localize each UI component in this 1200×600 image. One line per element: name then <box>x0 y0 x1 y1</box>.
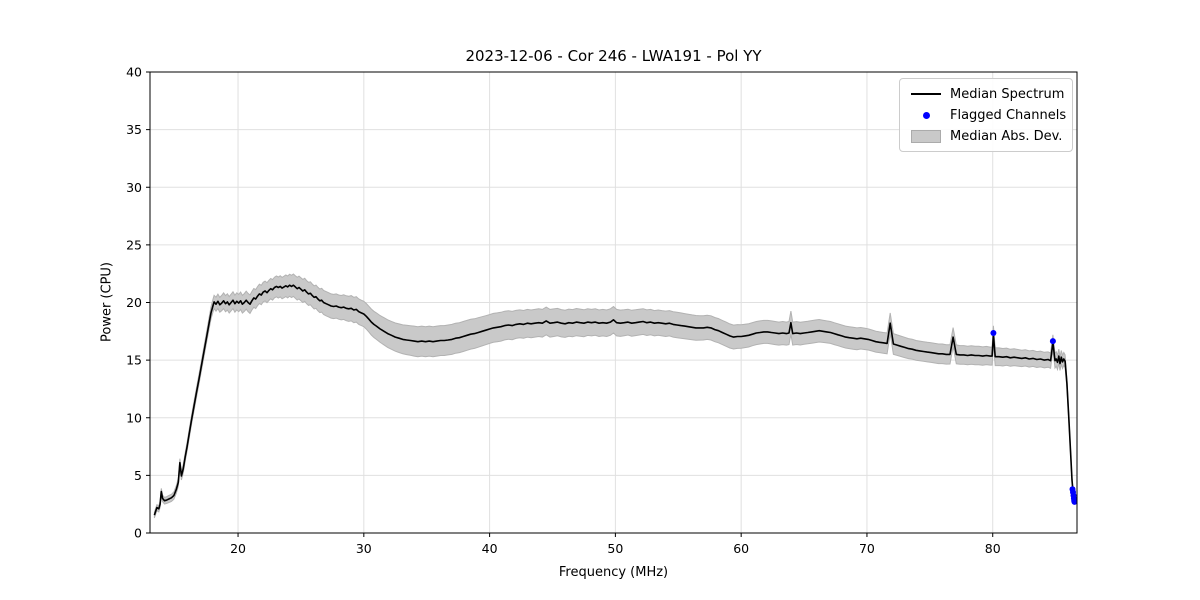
x-tick-label: 50 <box>607 541 623 556</box>
y-tick-label: 20 <box>126 295 142 310</box>
y-tick-label: 25 <box>126 237 142 252</box>
median-spectrum-line <box>153 284 1076 516</box>
legend-label: Flagged Channels <box>950 107 1067 123</box>
mad-band <box>153 273 1075 519</box>
axes-spines <box>149 71 1078 534</box>
y-tick-label: 35 <box>126 122 142 137</box>
flagged-dot-swatch-icon <box>910 111 942 119</box>
y-tick-label: 30 <box>126 180 142 195</box>
x-tick-label: 70 <box>859 541 875 556</box>
x-tick-label: 20 <box>230 541 246 556</box>
chart-title: 2023-12-06 - Cor 246 - LWA191 - Pol YY <box>465 47 762 65</box>
legend-item-median-spectrum: Median Spectrum <box>910 85 1065 103</box>
y-tick-label: 40 <box>126 65 142 80</box>
x-tick-label: 30 <box>356 541 372 556</box>
y-tick-label: 5 <box>134 468 142 483</box>
mad-patch-swatch-icon <box>910 129 942 143</box>
legend-item-flagged-channels: Flagged Channels <box>910 106 1067 124</box>
y-tick-label: 10 <box>126 410 142 425</box>
y-tick-label: 15 <box>126 353 142 368</box>
x-tick-label: 40 <box>482 541 498 556</box>
x-tick-label: 80 <box>985 541 1001 556</box>
legend: Median Spectrum Flagged Channels Median … <box>899 78 1073 152</box>
flagged-channel-dot <box>990 330 997 336</box>
y-axis-label: Power (CPU) <box>99 261 115 343</box>
median-line-swatch-icon <box>910 93 942 95</box>
x-axis-label: Frequency (MHz) <box>558 565 669 580</box>
legend-item-median-abs-dev: Median Abs. Dev. <box>910 127 1063 145</box>
flagged-channel-dot <box>1071 498 1078 505</box>
flagged-channel-dot <box>1049 338 1056 345</box>
legend-label: Median Spectrum <box>950 86 1065 102</box>
x-tick-label: 60 <box>733 541 749 556</box>
legend-label: Median Abs. Dev. <box>950 128 1063 144</box>
y-tick-label: 0 <box>134 526 142 541</box>
